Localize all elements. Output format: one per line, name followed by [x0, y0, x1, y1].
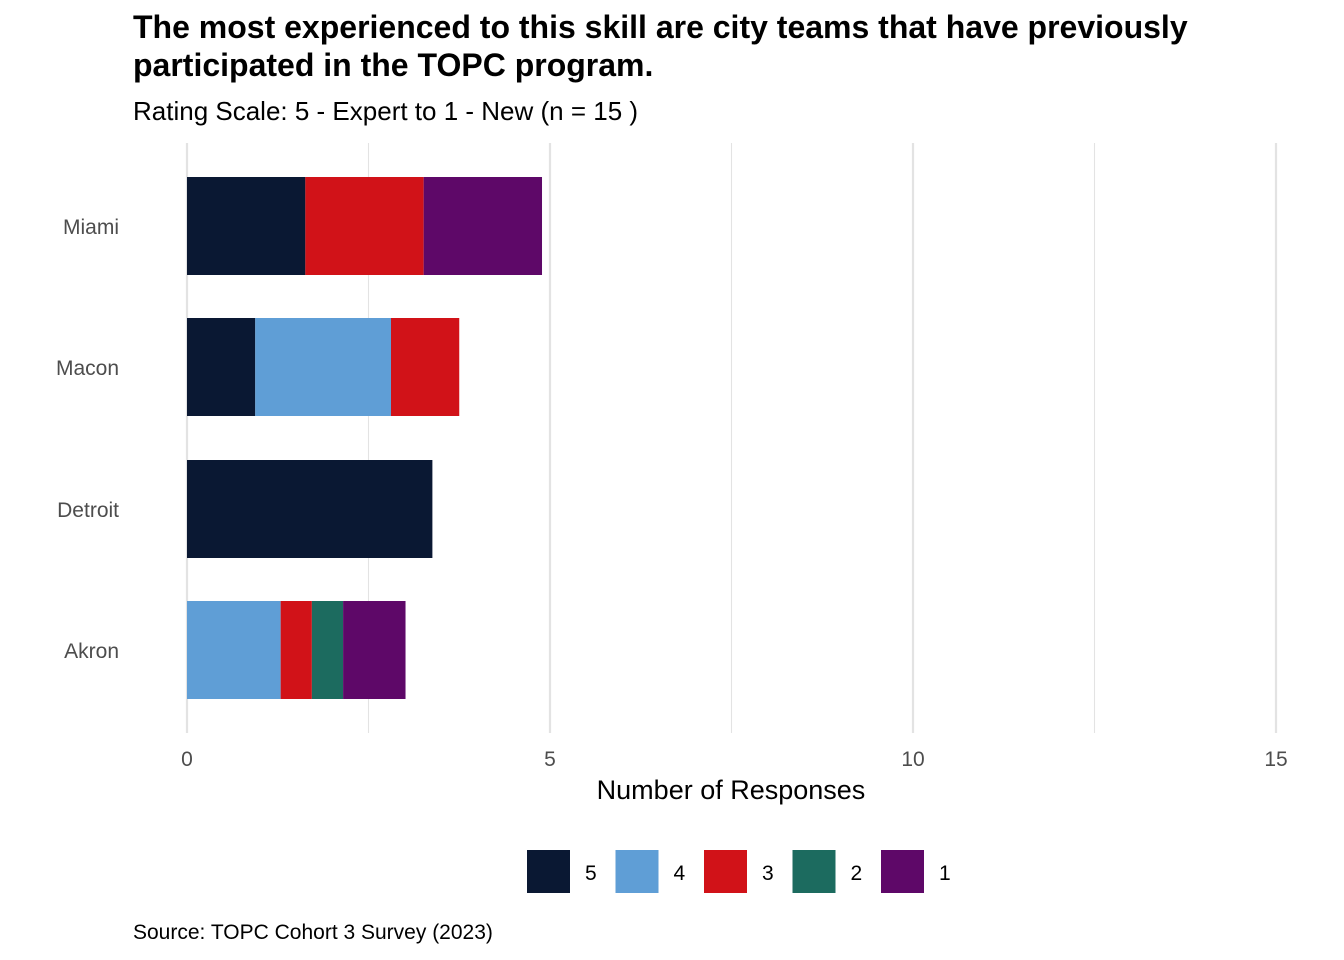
x-tick-label: 0: [181, 748, 193, 771]
y-tick-label-akron: Akron: [64, 640, 119, 663]
legend-label-5: 5: [585, 862, 597, 885]
legend-key-4: [615, 850, 659, 893]
x-tick-label: 10: [901, 748, 924, 771]
bar-segment-macon-rating-5: [187, 318, 256, 416]
legend: 5 4 3 2 1: [527, 850, 951, 893]
legend-label-2: 2: [851, 862, 863, 885]
x-tick-label: 15: [1264, 748, 1287, 771]
bar-segment-macon-rating-4: [255, 318, 392, 416]
bars: [187, 177, 543, 699]
bar-segment-akron-rating-2: [311, 601, 344, 699]
bar-segment-miami-rating-1: [423, 177, 543, 275]
legend-label-1: 1: [939, 862, 951, 885]
bar-segment-miami-rating-3: [305, 177, 424, 275]
y-tick-label-detroit: Detroit: [57, 499, 119, 522]
legend-label-3: 3: [762, 862, 774, 885]
legend-key-3: [704, 850, 747, 893]
x-axis-title: Number of Responses: [597, 775, 866, 805]
y-axis-labels: Miami Macon Detroit Akron: [56, 216, 119, 663]
y-tick-label-miami: Miami: [63, 216, 119, 239]
bar-segment-akron-rating-4: [187, 601, 281, 699]
legend-key-5: [527, 850, 570, 893]
x-axis-ticks: 0 5 10 15: [181, 748, 1288, 771]
legend-label-4: 4: [674, 862, 686, 885]
y-tick-label-macon: Macon: [56, 357, 119, 380]
bar-segment-macon-rating-3: [391, 318, 460, 416]
bar-segment-detroit-rating-5: [187, 460, 433, 558]
x-tick-label: 5: [544, 748, 556, 771]
chart-title: The most experienced to this skill are c…: [133, 9, 1188, 83]
bar-segment-akron-rating-1: [343, 601, 406, 699]
bar-segment-miami-rating-5: [187, 177, 306, 275]
legend-key-1: [881, 850, 924, 893]
source-caption: Source: TOPC Cohort 3 Survey (2023): [133, 921, 493, 944]
chart-subtitle: Rating Scale: 5 - Expert to 1 - New (n =…: [133, 96, 639, 126]
bar-segment-akron-rating-3: [280, 601, 312, 699]
legend-key-2: [792, 850, 836, 893]
